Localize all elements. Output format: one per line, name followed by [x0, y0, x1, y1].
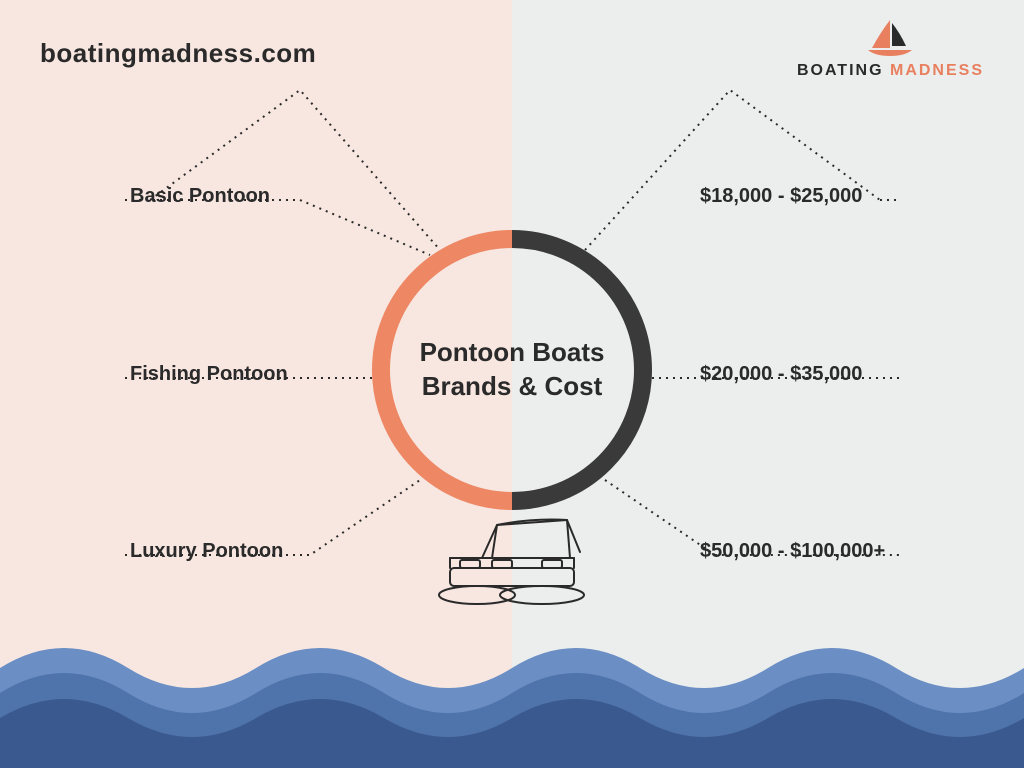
logo: BOATING MADNESS: [797, 18, 984, 80]
cost-label-fishing: $20,000 - $35,000: [700, 363, 862, 386]
center-title: Pontoon Boats Brands & Cost: [402, 336, 622, 404]
type-label-basic: Basic Pontoon: [130, 185, 270, 208]
center-title-line1: Pontoon Boats: [402, 336, 622, 370]
cost-label-luxury: $50,000 - $100,000+: [700, 540, 885, 563]
site-url: boatingmadness.com: [40, 38, 316, 69]
type-label-luxury: Luxury Pontoon: [130, 540, 283, 563]
logo-text: BOATING MADNESS: [797, 62, 984, 80]
cost-label-basic: $18,000 - $25,000: [700, 185, 862, 208]
center-title-line2: Brands & Cost: [402, 370, 622, 404]
waves: [0, 608, 1024, 768]
pontoon-boat-icon: [432, 510, 592, 610]
logo-word-2: MADNESS: [890, 62, 984, 79]
type-label-fishing: Fishing Pontoon: [130, 363, 288, 386]
logo-word-1: BOATING: [797, 62, 884, 79]
sailboat-icon: [860, 18, 920, 58]
